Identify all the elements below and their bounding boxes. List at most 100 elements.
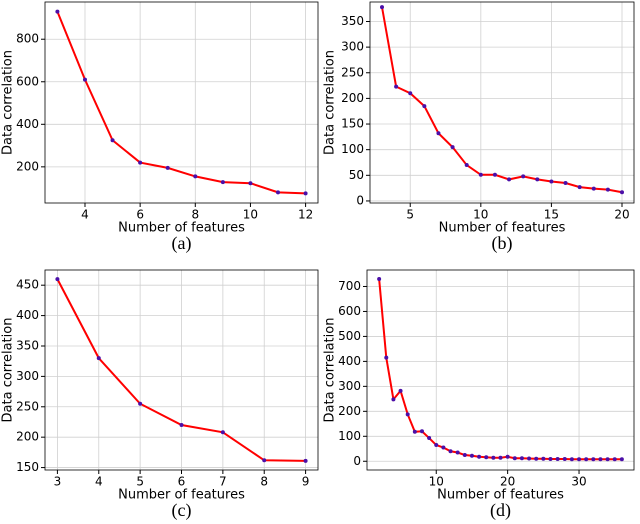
data-point <box>519 456 524 461</box>
data-point <box>619 457 624 462</box>
data-point <box>138 401 143 406</box>
data-point <box>82 77 87 82</box>
y-tick-label: 500 <box>338 329 361 343</box>
data-point <box>408 91 413 96</box>
x-tick-label: 10 <box>429 475 444 489</box>
data-point <box>179 423 184 428</box>
data-point <box>507 177 512 182</box>
x-tick-label: 10 <box>243 208 258 222</box>
data-point <box>527 456 532 461</box>
plot-frame <box>369 1 635 204</box>
caption: (d) <box>490 500 511 521</box>
plot-frame <box>44 269 319 471</box>
data-point <box>427 436 432 441</box>
x-axis-label: Number of features <box>439 221 566 236</box>
data-point <box>55 9 60 14</box>
x-tick-label: 5 <box>406 208 414 222</box>
x-tick-label: 8 <box>191 208 199 222</box>
data-point <box>138 160 143 165</box>
x-tick-label: 12 <box>298 208 313 222</box>
data-point <box>262 458 267 463</box>
data-point <box>412 429 417 434</box>
y-axis-label: Data correlation <box>1 318 16 423</box>
data-point <box>436 131 441 136</box>
x-tick-label: 9 <box>302 475 310 489</box>
y-tick-label: 600 <box>338 304 361 318</box>
data-point <box>303 191 308 196</box>
caption: (a) <box>172 233 192 254</box>
x-tick-label: 4 <box>95 475 103 489</box>
data-point <box>464 163 469 168</box>
data-point <box>512 456 517 461</box>
y-tick-label: 150 <box>341 117 364 131</box>
data-point <box>555 457 560 462</box>
data-point <box>384 355 389 360</box>
data-point <box>55 277 60 282</box>
y-tick-label: 400 <box>16 308 39 322</box>
y-tick-label: 100 <box>338 429 361 443</box>
data-point <box>110 138 115 143</box>
x-tick-label: 5 <box>136 475 144 489</box>
data-point <box>535 177 540 182</box>
data-point <box>591 186 596 191</box>
y-tick-label: 300 <box>341 40 364 54</box>
x-tick-label: 7 <box>219 475 227 489</box>
y-tick-label: 400 <box>338 354 361 368</box>
x-tick-label: 3 <box>54 475 62 489</box>
data-point <box>380 5 384 10</box>
data-point <box>220 430 225 435</box>
data-point <box>521 174 526 179</box>
data-point <box>598 457 603 462</box>
data-point <box>398 388 403 393</box>
x-tick-label: 6 <box>178 475 186 489</box>
data-point <box>577 457 582 462</box>
data-point <box>484 455 489 460</box>
data-line <box>381 6 623 194</box>
y-tick-label: 250 <box>341 65 364 79</box>
data-point <box>276 190 281 195</box>
caption: (b) <box>492 233 513 254</box>
x-tick-label: 30 <box>571 475 586 489</box>
y-tick-label: 150 <box>16 460 39 474</box>
y-tick-label: 0 <box>356 193 364 207</box>
data-point <box>165 165 170 170</box>
data-point <box>303 458 308 463</box>
data-point <box>534 456 539 461</box>
data-point <box>478 172 483 177</box>
x-tick-label: 8 <box>260 475 268 489</box>
y-tick-label: 800 <box>16 32 39 46</box>
data-point <box>492 172 497 177</box>
data-point <box>455 450 460 455</box>
data-point <box>612 457 617 462</box>
data-point <box>391 397 396 402</box>
y-tick-label: 700 <box>338 279 361 293</box>
data-point <box>469 453 474 458</box>
data-point <box>562 457 567 462</box>
y-tick-label: 200 <box>16 159 39 173</box>
data-point <box>394 84 399 89</box>
data-point <box>450 145 455 150</box>
y-axis-label: Data correlation <box>323 50 338 155</box>
data-point <box>505 454 510 459</box>
data-point <box>422 104 427 109</box>
data-point <box>377 276 382 281</box>
y-axis-label: Data correlation <box>1 50 16 155</box>
data-point <box>549 179 554 184</box>
y-tick-label: 350 <box>341 14 364 28</box>
x-axis-label: Number of features <box>118 488 245 503</box>
y-axis-label: Data correlation <box>323 318 338 423</box>
data-point <box>96 356 101 361</box>
data-point <box>419 429 424 434</box>
y-tick-label: 250 <box>16 399 39 413</box>
data-point <box>462 453 467 458</box>
data-point <box>591 457 596 462</box>
y-tick-label: 300 <box>338 379 361 393</box>
caption: (c) <box>172 500 192 521</box>
data-point <box>548 457 553 462</box>
y-tick-label: 300 <box>16 369 39 383</box>
y-tick-label: 200 <box>341 91 364 105</box>
data-point <box>434 443 439 448</box>
data-point <box>193 174 198 179</box>
x-tick-label: 20 <box>500 475 515 489</box>
